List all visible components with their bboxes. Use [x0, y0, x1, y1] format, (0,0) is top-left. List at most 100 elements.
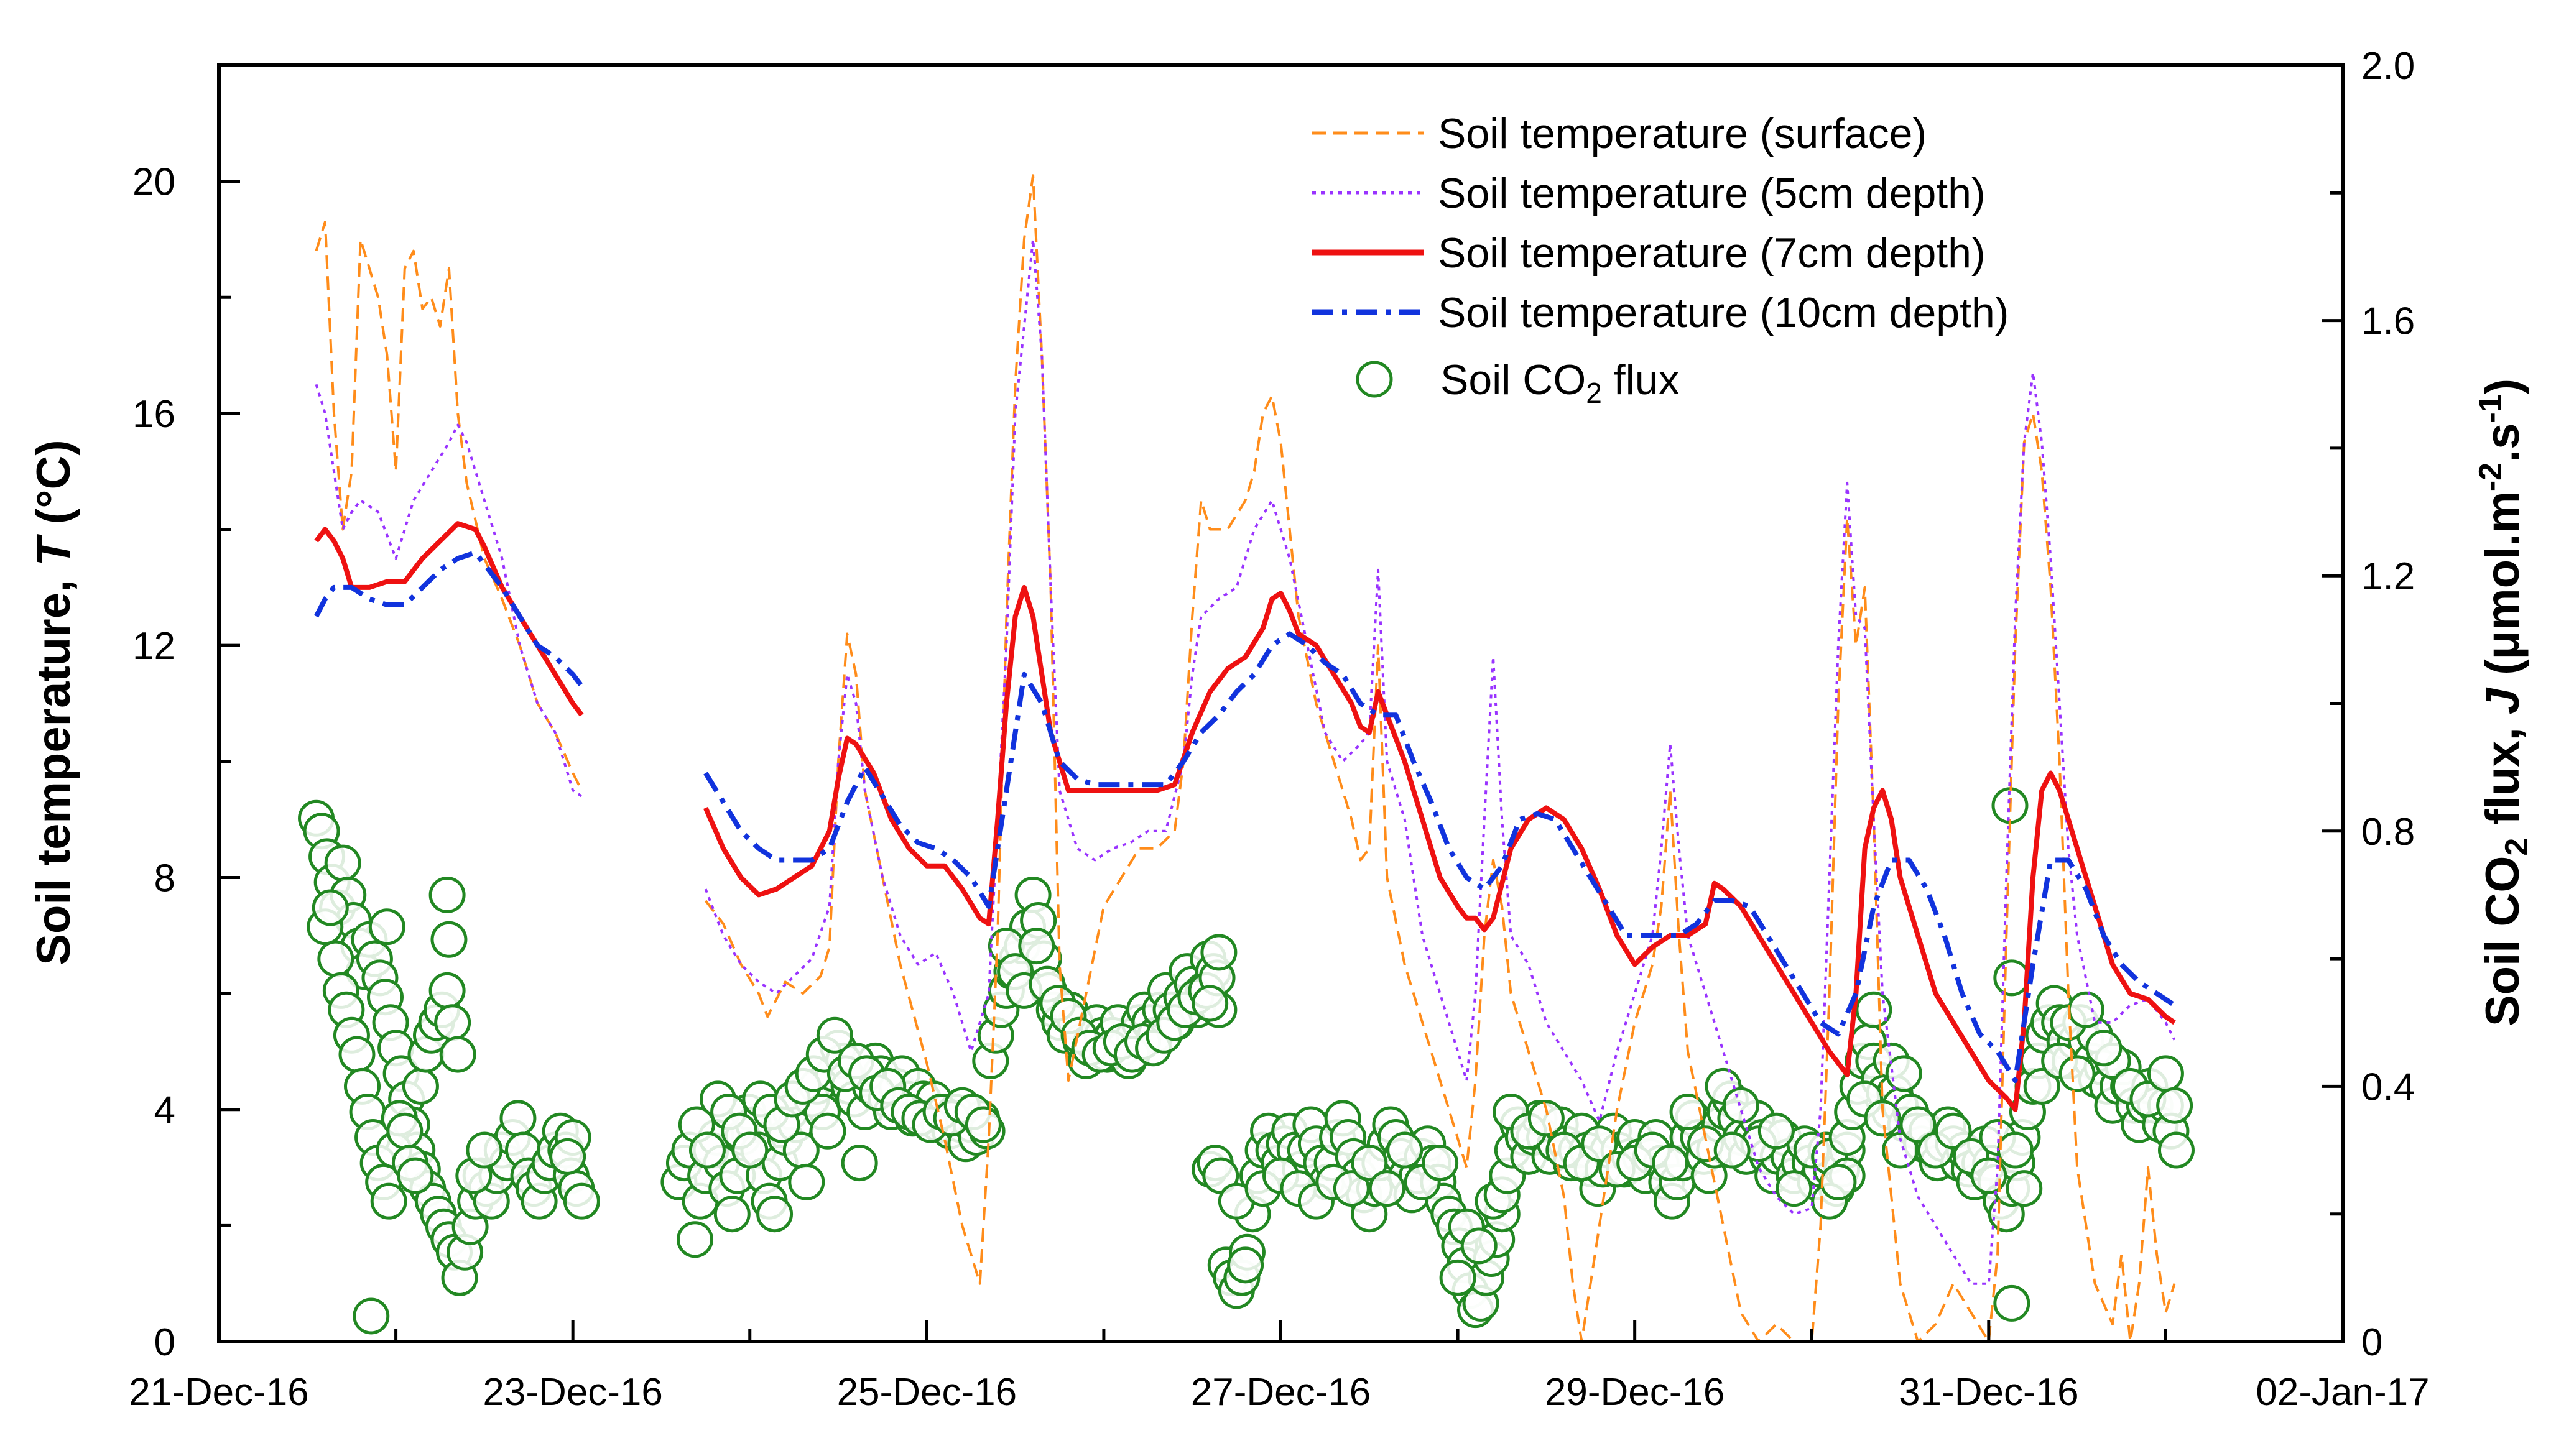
legend-co2-sub: 2	[1586, 377, 1602, 409]
co2-point	[1669, 1093, 1706, 1130]
series-5cm-segment-0	[315, 384, 583, 798]
co2-point	[756, 1196, 794, 1233]
y-left-tick-label: 20	[132, 161, 175, 204]
co2-point	[402, 1067, 439, 1105]
co2-point	[466, 1131, 503, 1169]
co2-point	[731, 1131, 769, 1169]
y-right-title-dot: .s	[2476, 423, 2529, 463]
legend-label-10cm: Soil temperature (10cm depth)	[1438, 289, 2009, 336]
x-tick-label: 31-Dec-16	[1899, 1371, 2078, 1414]
y-left-title-var: T	[27, 534, 80, 566]
y-right-tick-label: 1.2	[2361, 555, 2415, 598]
y-right-title-sup1: -2	[2473, 463, 2509, 491]
y-right-tick-label: 0.4	[2361, 1066, 2415, 1108]
co2-point	[338, 1036, 376, 1073]
co2-point	[1722, 1087, 1759, 1124]
co2-point	[1581, 1125, 1618, 1163]
co2-point	[1439, 1259, 1476, 1296]
x-tick-label: 23-Dec-16	[483, 1371, 662, 1414]
series-10cm-segment-1	[703, 631, 2176, 1084]
co2-point	[1885, 1055, 1922, 1092]
x-tick-label: 25-Dec-16	[837, 1371, 1017, 1414]
co2-point	[1820, 1163, 1857, 1200]
legend-item-surface: Soil temperature (surface)	[1312, 110, 1927, 157]
y-left-tick-label: 0	[154, 1321, 175, 1364]
co2-point	[439, 1036, 476, 1073]
co2-point	[1018, 928, 1055, 965]
y-right-title-sub: 2	[2499, 838, 2535, 856]
co2-point	[1192, 985, 1229, 1022]
legend-swatch-co2	[1356, 361, 1393, 398]
legend-co2-suffix: flux	[1602, 356, 1680, 403]
co2-point	[353, 1297, 390, 1335]
co2-point	[1864, 1100, 1901, 1137]
co2-point	[2156, 1087, 2193, 1124]
co2-point	[434, 1004, 471, 1041]
co2-point	[2157, 1131, 2195, 1169]
co2-point	[1882, 1131, 1919, 1169]
y-right-title-mid: flux,	[2476, 714, 2529, 837]
y-left-tick-label: 4	[154, 1089, 175, 1132]
co2-point	[809, 1112, 846, 1150]
series-5cm-segment-1	[704, 238, 2176, 1285]
co2-point	[677, 1221, 714, 1258]
co2-point	[1899, 1106, 1937, 1143]
co2-point	[1997, 1131, 2034, 1169]
legend-item-5cm: Soil temperature (5cm depth)	[1312, 170, 1986, 217]
co2-point	[688, 1131, 726, 1169]
co2-point	[370, 1182, 407, 1220]
legend: Soil temperature (surface) Soil temperat…	[1312, 110, 2009, 409]
series-7cm-segment-1	[703, 584, 2176, 1112]
co2-point	[1227, 1246, 1264, 1284]
co2-point	[1935, 1112, 1972, 1150]
co2-point	[1422, 1145, 1459, 1182]
co2-point	[1351, 1145, 1388, 1182]
co2-point	[2067, 991, 2104, 1028]
y-right-tick-label: 2.0	[2361, 45, 2415, 88]
y-left-tick-label: 12	[132, 625, 175, 668]
legend-label-5cm: Soil temperature (5cm depth)	[1438, 170, 1986, 217]
co2-point	[499, 1100, 537, 1137]
legend-label-7cm: Soil temperature (7cm depth)	[1438, 229, 1986, 277]
y-right-title-var: J	[2476, 687, 2529, 714]
legend-co2-prefix: Soil CO	[1440, 356, 1586, 403]
legend-item-10cm: Soil temperature (10cm depth)	[1312, 289, 2009, 336]
y-right-tick-label: 0	[2361, 1321, 2382, 1364]
co2-point	[2058, 1055, 2096, 1092]
co2-point	[2147, 1055, 2184, 1092]
axes-layer: 21-Dec-16 23-Dec-16 25-Dec-16 27-Dec-16 29-D…	[129, 45, 2429, 1414]
co2-point	[397, 1157, 434, 1194]
x-tick-label: 29-Dec-16	[1545, 1371, 1725, 1414]
co2-point	[1200, 934, 1238, 971]
y-left-axis-title: Soil temperature, T (°C)	[27, 440, 80, 965]
co2-point	[1993, 1284, 2030, 1322]
co2-point	[324, 844, 361, 882]
legend-item-co2: Soil CO2 flux	[1356, 356, 1680, 409]
series-10cm-segment-0	[313, 550, 584, 688]
legend-label-co2: Soil CO2 flux	[1440, 356, 1680, 409]
co2-point	[549, 1138, 586, 1175]
co2-point	[428, 876, 466, 913]
plot-area	[298, 174, 2195, 1342]
y-right-title-suffix: (μmol.m	[2476, 491, 2529, 688]
series-co2-flux	[298, 787, 2195, 1335]
series-layer	[298, 174, 2195, 1342]
co2-point	[368, 908, 405, 946]
co2-point	[1993, 959, 2030, 997]
co2-point	[1333, 1170, 1370, 1207]
co2-point	[713, 1196, 751, 1233]
co2-point	[788, 1163, 825, 1200]
co2-point	[430, 921, 468, 958]
y-left-title-prefix: Soil temperature,	[27, 566, 80, 965]
co2-point	[1855, 991, 1892, 1028]
co2-point	[841, 1145, 878, 1182]
co2-point	[386, 1112, 424, 1150]
series-surface-segment-1	[705, 174, 2176, 1342]
y-right-tick-label: 0.8	[2361, 811, 2415, 854]
co2-point	[816, 1016, 853, 1054]
co2-point	[965, 1106, 1002, 1143]
co2-point	[2085, 1030, 2123, 1067]
co2-point	[2023, 1067, 2060, 1105]
y-right-title-prefix: Soil CO	[2476, 856, 2529, 1026]
